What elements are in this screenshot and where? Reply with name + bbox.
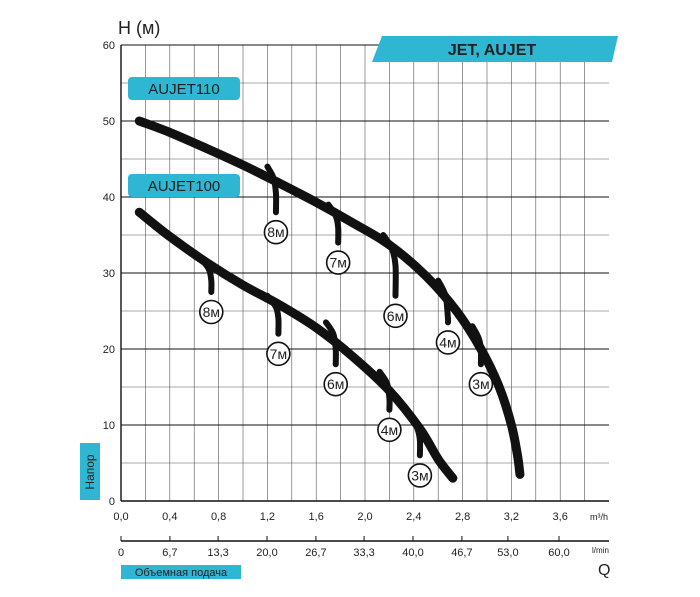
branch-curve-aujet100 bbox=[264, 292, 282, 337]
branch-label-circle bbox=[383, 303, 408, 329]
branch-label-aujet100: 4м bbox=[381, 422, 398, 438]
x-tick-label-lmin: 6,7 bbox=[162, 547, 177, 559]
branch-label-circle bbox=[263, 219, 289, 245]
x-tick-label-m3h: 0,4 bbox=[162, 511, 177, 523]
y-axis-title: H (м) bbox=[118, 18, 160, 38]
branch-label-circle bbox=[323, 371, 349, 397]
x-tick-label-lmin: 60,0 bbox=[548, 547, 569, 559]
labels-layer: 8м 7м 6м 4м 3м 8м 7м 6м 4м 3м bbox=[198, 219, 494, 488]
y-axis-label: Напор bbox=[80, 443, 100, 500]
x-tick-label-m3h: 2,4 bbox=[406, 511, 421, 523]
x-tick-label-lmin: 13,3 bbox=[207, 547, 228, 559]
series-curve-aujet100 bbox=[134, 207, 458, 483]
branch-curve-aujet110 bbox=[469, 323, 485, 368]
branch-curve-aujet100 bbox=[322, 319, 339, 368]
branch-curve-aujet110 bbox=[325, 201, 342, 246]
y-tick-label: 40 bbox=[103, 192, 115, 204]
x-tick-label-m3h: 2,0 bbox=[357, 511, 372, 523]
y-tick-label: 60 bbox=[103, 40, 115, 52]
y-tick-label: 50 bbox=[103, 116, 115, 128]
branch-label-circle bbox=[435, 330, 461, 355]
branch-label-aujet110: 6м bbox=[387, 308, 404, 324]
series-layer bbox=[134, 116, 525, 483]
branch-label-circle bbox=[198, 299, 224, 325]
x-tick-label-m3h: 0,0 bbox=[113, 511, 128, 523]
x-tick-label-lmin: 53,0 bbox=[497, 547, 518, 559]
x-tick-label-lmin: 40,0 bbox=[402, 547, 423, 559]
x-tick-label-lmin: 20,0 bbox=[256, 547, 277, 559]
title-banner: JET, AUJET bbox=[372, 36, 618, 62]
chart-title: JET, AUJET bbox=[448, 42, 537, 59]
branch-label-aujet100: 7м bbox=[270, 346, 287, 362]
x-tick-label-m3h: 2,8 bbox=[455, 511, 470, 523]
series-tag-aujet100-label: AUJET100 bbox=[148, 178, 221, 195]
x-tick-label-m3h: 3,2 bbox=[504, 511, 519, 523]
branch-curve-aujet110 bbox=[435, 277, 452, 326]
branch-label-aujet110: 8м bbox=[267, 224, 284, 240]
x-tick-label-m3h: 0,8 bbox=[211, 511, 226, 523]
x-tick-label-m3h: 1,2 bbox=[260, 511, 275, 523]
x-tick-label-lmin: 46,7 bbox=[451, 547, 472, 559]
x-unit-m3h: m³/h bbox=[590, 512, 608, 522]
x-tick-label-lmin: 26,7 bbox=[305, 547, 326, 559]
branch-curve-aujet100 bbox=[376, 368, 393, 413]
x-axis-symbol: Q bbox=[598, 562, 610, 579]
branch-label-circle bbox=[407, 463, 433, 488]
branch-label-aujet110: 3м bbox=[472, 376, 489, 392]
y-axis-label-text: Напор bbox=[83, 454, 97, 490]
x-tick-label-m3h: 3,6 bbox=[553, 511, 568, 523]
branch-label-circle bbox=[377, 417, 402, 443]
x-axis-label: Объемная подача bbox=[121, 565, 241, 579]
branch-label-circle bbox=[266, 341, 291, 367]
branch-label-circle bbox=[325, 250, 351, 275]
branch-curve-aujet100 bbox=[408, 414, 424, 459]
series-tag-aujet110-label: AUJET110 bbox=[148, 81, 219, 98]
branch-label-aujet100: 8м bbox=[203, 304, 220, 320]
x-tick-label-m3h: 1,6 bbox=[309, 511, 324, 523]
y-tick-label: 10 bbox=[103, 420, 115, 432]
x-unit-lmin: l/min bbox=[592, 546, 609, 555]
series-tag-aujet100: AUJET100 bbox=[128, 174, 240, 197]
branch-label-aujet100: 6м bbox=[327, 376, 344, 392]
branch-curve-aujet110 bbox=[380, 232, 399, 299]
branch-label-circle bbox=[468, 371, 494, 397]
x-tick-label-lmin: 33,3 bbox=[353, 547, 374, 559]
branch-label-aujet110: 4м bbox=[439, 334, 456, 350]
x-axis-label-text: Объемная подача bbox=[135, 567, 228, 579]
y-tick-label: 20 bbox=[103, 344, 115, 356]
branch-curve-aujet110 bbox=[264, 163, 280, 216]
axes: 0 10 20 30 40 50 60 0,0 0,4 0,8 1,2 1,6 2,0 2,4 2,8 3,2… bbox=[103, 40, 609, 559]
series-tag-aujet110: AUJET110 bbox=[128, 77, 240, 100]
x-tick-label-lmin: 0 bbox=[118, 547, 124, 559]
y-tick-label: 0 bbox=[109, 496, 115, 508]
branch-label-aujet100: 3м bbox=[411, 467, 428, 483]
branch-curve-aujet100 bbox=[197, 254, 215, 295]
branch-label-aujet110: 7м bbox=[329, 255, 346, 271]
y-tick-label: 30 bbox=[103, 268, 115, 280]
